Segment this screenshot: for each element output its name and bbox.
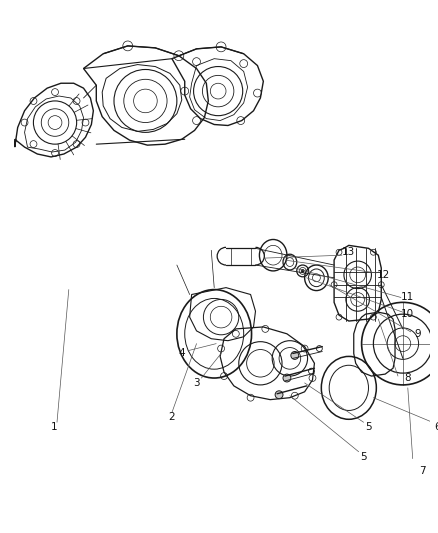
Text: 11: 11 bbox=[401, 293, 414, 302]
Text: 2: 2 bbox=[169, 413, 175, 422]
Text: 6: 6 bbox=[434, 422, 438, 432]
Text: 3: 3 bbox=[193, 378, 200, 388]
Circle shape bbox=[275, 391, 283, 399]
Text: 8: 8 bbox=[404, 373, 411, 383]
Text: 5: 5 bbox=[365, 422, 372, 432]
Text: 7: 7 bbox=[419, 466, 426, 477]
Circle shape bbox=[301, 270, 304, 272]
Circle shape bbox=[283, 374, 291, 382]
Text: 1: 1 bbox=[51, 422, 57, 432]
Text: 13: 13 bbox=[342, 247, 356, 257]
Text: 10: 10 bbox=[401, 309, 414, 319]
Text: 5: 5 bbox=[360, 451, 367, 462]
Circle shape bbox=[291, 351, 299, 359]
Text: 12: 12 bbox=[377, 270, 390, 280]
Text: 4: 4 bbox=[178, 349, 185, 359]
Text: 9: 9 bbox=[414, 329, 421, 339]
